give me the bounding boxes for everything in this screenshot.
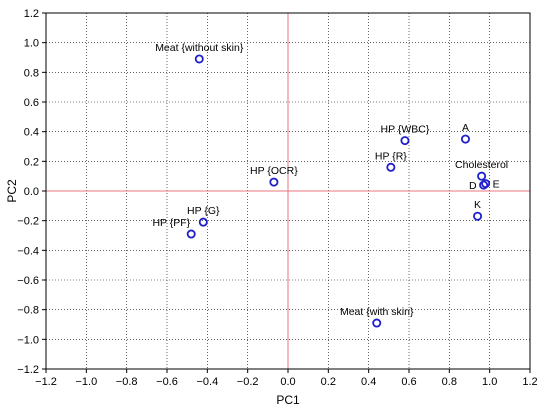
y-tick-label: 0.6	[24, 97, 39, 109]
data-point	[269, 177, 279, 187]
point-label: A	[462, 122, 469, 134]
point-label: HP {G}	[187, 205, 220, 217]
x-tick-label: −0.2	[237, 376, 259, 388]
x-tick-label: −0.4	[196, 376, 218, 388]
y-tick-label: 0.4	[24, 127, 39, 139]
point-label: HP {OCR}	[250, 165, 298, 177]
point-label: K	[474, 199, 481, 211]
x-tick-label: −0.8	[116, 376, 138, 388]
x-tick-label: −1.0	[75, 376, 97, 388]
data-points: Meat {without skin} HP {WBC} A HP {R} Choles…	[152, 42, 508, 328]
y-tick-label: −1.2	[17, 364, 39, 376]
point-label: Meat {without skin}	[155, 42, 244, 54]
point-label: HP {PF}	[152, 217, 190, 229]
point-label: D	[469, 180, 477, 192]
data-point	[481, 179, 491, 189]
point-label: HP {R}	[375, 150, 407, 162]
y-axis-title: PC2	[5, 179, 19, 203]
x-tick-label: −0.6	[156, 376, 178, 388]
y-tick-label: 0.8	[24, 67, 39, 79]
y-tick-label: −0.6	[17, 275, 39, 287]
y-tick-label: −0.4	[17, 245, 39, 257]
point-label: HP {WBC}	[381, 124, 430, 136]
y-tick-label: −1.0	[17, 334, 39, 346]
data-point	[372, 318, 382, 328]
data-point	[198, 217, 208, 227]
y-tick-label: −0.2	[17, 216, 39, 228]
data-point	[386, 162, 396, 172]
x-axis-title: PC1	[276, 393, 300, 407]
x-tick-label: 0.4	[361, 376, 376, 388]
point-label: E	[493, 179, 500, 191]
axis-ticks: −1.2 −1.0 −0.8 −0.6 −0.4 −0.2 0.0 0.2 0.4 0.6 0.8 1…	[17, 8, 537, 388]
data-point	[473, 211, 483, 221]
data-point	[400, 136, 410, 146]
x-tick-label: 0.8	[442, 376, 457, 388]
x-tick-label: 1.0	[482, 376, 497, 388]
x-tick-label: 0.6	[401, 376, 416, 388]
y-tick-label: 1.0	[24, 38, 39, 50]
y-tick-label: 0.0	[24, 186, 39, 198]
x-tick-label: 0.0	[280, 376, 295, 388]
reference-lines	[46, 13, 530, 369]
y-tick-label: −0.8	[17, 305, 39, 317]
x-tick-label: −1.2	[35, 376, 57, 388]
data-point	[460, 134, 470, 144]
point-label: Cholesterol	[455, 159, 508, 171]
data-point	[194, 54, 204, 64]
y-tick-label: 1.2	[24, 8, 39, 20]
point-label: Meat {with skin}	[340, 306, 414, 318]
y-tick-label: 0.2	[24, 156, 39, 168]
data-point	[477, 171, 487, 181]
data-point	[186, 229, 196, 239]
x-tick-label: 1.2	[522, 376, 537, 388]
x-tick-label: 0.2	[321, 376, 336, 388]
